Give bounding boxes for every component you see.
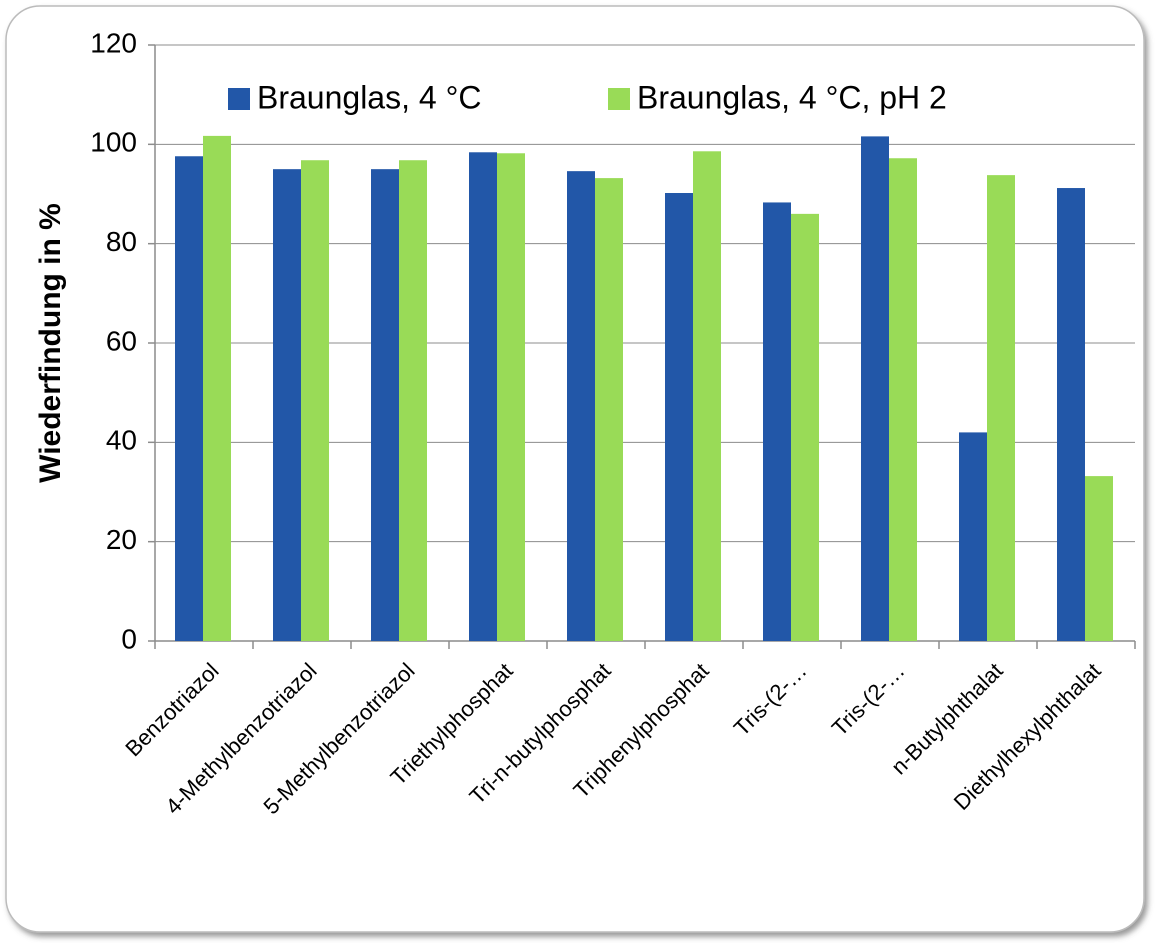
bar bbox=[861, 136, 889, 642]
y-tick-label: 80 bbox=[106, 226, 137, 257]
y-tick-label: 20 bbox=[106, 524, 137, 555]
bar bbox=[175, 156, 203, 641]
bar bbox=[301, 160, 329, 641]
bar bbox=[791, 213, 819, 641]
y-tick-label: 120 bbox=[90, 27, 137, 58]
bar bbox=[763, 202, 791, 641]
bar bbox=[1057, 188, 1085, 642]
bar bbox=[889, 158, 917, 642]
y-tick-label: 40 bbox=[106, 425, 137, 456]
bar bbox=[665, 193, 693, 642]
bar bbox=[595, 178, 623, 641]
bar bbox=[399, 160, 427, 641]
bar bbox=[959, 432, 987, 641]
y-tick-label: 60 bbox=[106, 325, 137, 356]
bar bbox=[693, 151, 721, 641]
bar bbox=[497, 153, 525, 642]
y-tick-label: 100 bbox=[90, 127, 137, 158]
bar bbox=[371, 169, 399, 641]
y-axis-title: Wiederfindung in % bbox=[34, 203, 67, 483]
legend-swatch bbox=[608, 88, 630, 110]
bar bbox=[203, 135, 231, 641]
bar bbox=[1085, 476, 1113, 641]
bar bbox=[987, 175, 1015, 642]
y-tick-label: 0 bbox=[121, 623, 137, 654]
legend-label: Braunglas, 4 °C bbox=[257, 79, 481, 115]
bar bbox=[469, 152, 497, 641]
legend-swatch bbox=[228, 88, 250, 110]
legend-label: Braunglas, 4 °C, pH 2 bbox=[637, 79, 947, 115]
bar bbox=[567, 171, 595, 642]
bar bbox=[273, 169, 301, 641]
